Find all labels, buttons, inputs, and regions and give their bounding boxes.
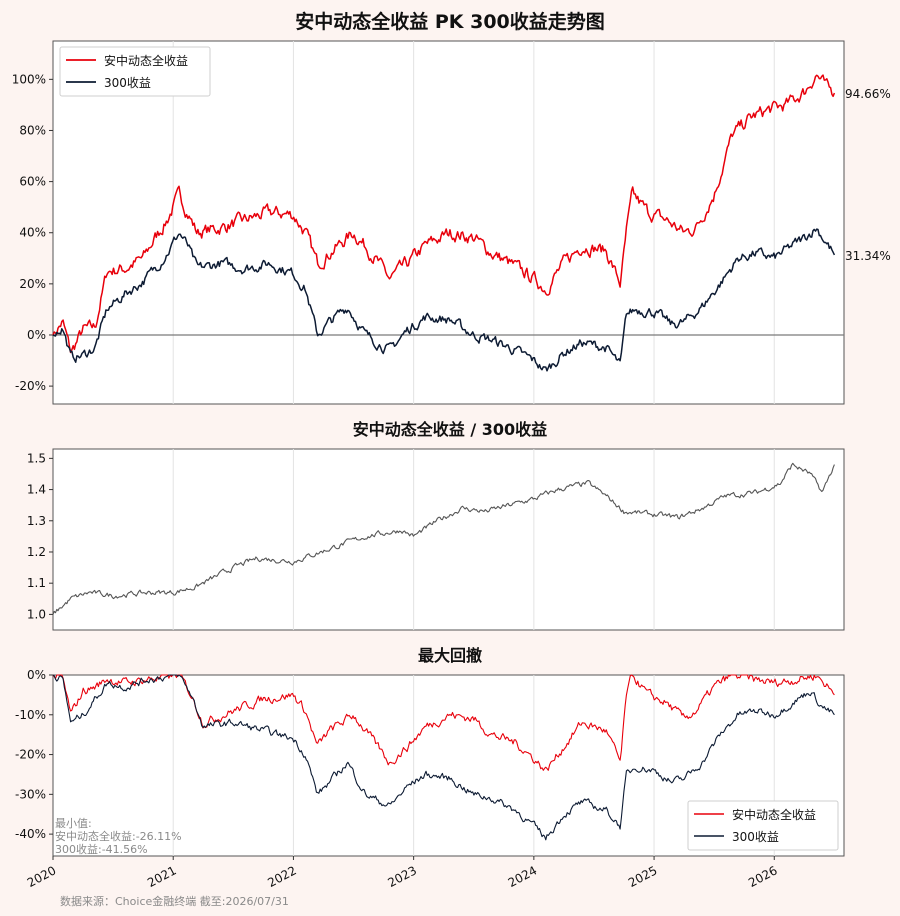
y-tick-label: 60% [19,175,46,189]
min-note-300: 300收益:-41.56% [55,842,148,856]
y-tick-label: 1.3 [27,514,46,528]
y-tick-label: 1.2 [27,545,46,559]
y-tick-label: -20% [15,379,46,393]
ratio-y-ticks: 1.0 1.1 1.2 1.3 1.4 1.5 [27,451,53,621]
x-axis-ticks: 2020 2021 2022 2023 2024 2025 2026 [25,856,780,890]
drawdown-grid [172,675,775,856]
final-label-300: 31.34% [845,249,891,263]
final-label-anzhong: 94.66% [845,87,891,101]
legend-label-anzhong: 安中动态全收益 [104,53,188,68]
main-series [52,74,836,372]
x-tick-label: 2024 [506,863,540,890]
y-tick-label: 1.4 [27,483,46,497]
drawdown-y-ticks: -40% -30% -20% -10% 0% [15,668,53,841]
min-note-anzhong: 安中动态全收益:-26.11% [55,829,182,843]
ratio-title: 安中动态全收益 / 300收益 [353,420,547,439]
drawdown-series [52,674,835,841]
min-note-title: 最小值: [55,817,92,830]
main-plot-area [52,40,845,405]
legend3-label-anzhong: 安中动态全收益 [732,807,816,822]
legend-label-300: 300收益 [104,76,151,90]
x-tick-label: 2020 [25,863,59,890]
y-tick-label: -10% [15,708,46,722]
series-line-1-0 [52,462,835,615]
x-tick-label: 2025 [626,863,660,890]
series-line-0-0 [52,74,836,354]
y-tick-label: -30% [15,787,46,801]
main-title: 安中动态全收益 PK 300收益走势图 [295,10,605,33]
x-tick-label: 2021 [145,863,179,890]
drawdown-legend: 安中动态全收益 300收益 [687,800,839,851]
ratio-grid [172,449,775,630]
y-tick-label: 20% [19,277,46,291]
ratio-plot-area [52,448,845,631]
series-line-2-1 [52,674,835,841]
data-source: 数据来源：Choice金融终端 截至:2026/07/31 [60,894,289,908]
y-tick-label: 0% [27,668,46,682]
y-tick-label: -40% [15,827,46,841]
main-y-ticks: -20% 0% 20% 40% 60% 80% 100% [12,72,53,393]
main-legend: 安中动态全收益 300收益 [59,46,211,97]
legend3-label-300: 300收益 [732,830,779,844]
drawdown-title: 最大回撤 [418,646,482,665]
series-line-0-1 [52,228,836,372]
x-tick-label: 2026 [746,863,780,890]
y-tick-label: 1.0 [27,607,46,621]
x-tick-label: 2023 [386,863,420,890]
y-tick-label: -20% [15,748,46,762]
y-tick-label: 40% [19,226,46,240]
y-tick-label: 80% [19,123,46,137]
main-grid [172,41,775,404]
y-tick-label: 100% [12,72,46,86]
y-tick-label: 1.5 [27,451,46,465]
y-tick-label: 1.1 [27,576,46,590]
x-tick-label: 2022 [265,863,299,890]
ratio-series [52,462,835,615]
y-tick-label: 0% [27,328,46,342]
